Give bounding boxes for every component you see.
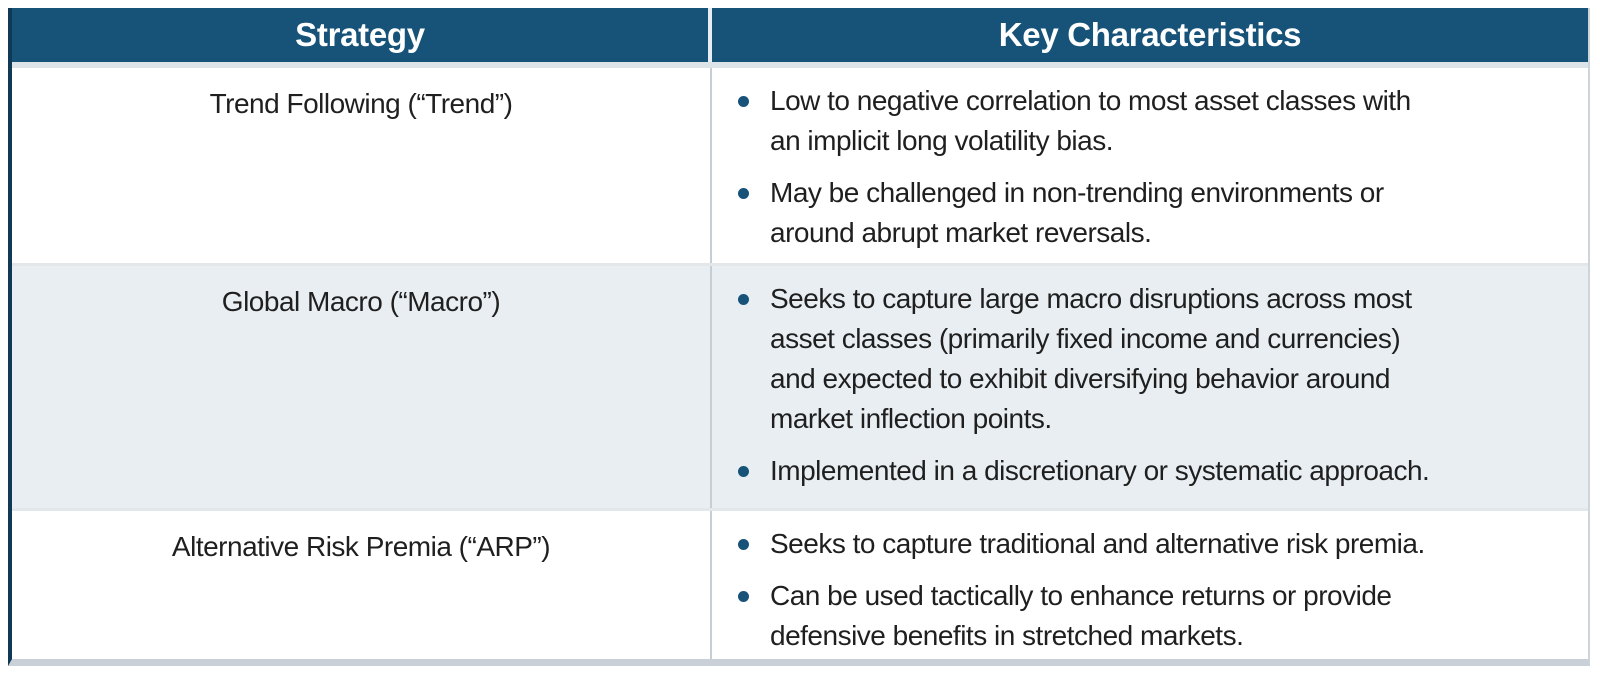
list-item: Seeks to capture large macro disruptions… bbox=[738, 279, 1570, 439]
bullet-icon bbox=[738, 591, 749, 602]
characteristics-cell: Low to negative correlation to most asse… bbox=[712, 68, 1588, 263]
table-row-trend-following: Trend Following (“Trend”) Low to negativ… bbox=[12, 68, 1588, 263]
bullet-icon bbox=[738, 539, 749, 550]
characteristics-cell: Seeks to capture large macro disruptions… bbox=[712, 266, 1588, 508]
table-header-row: Strategy Key Characteristics bbox=[12, 8, 1588, 62]
bullet-text: Low to negative correlation to most asse… bbox=[770, 85, 1411, 156]
list-item: Can be used tactically to enhance return… bbox=[738, 576, 1570, 656]
table-row-global-macro: Global Macro (“Macro”) Seeks to capture … bbox=[12, 263, 1588, 508]
strategy-cell: Alternative Risk Premia (“ARP”) bbox=[12, 511, 712, 659]
header-underline bbox=[12, 62, 1588, 68]
bullet-icon bbox=[738, 188, 749, 199]
bullet-icon bbox=[738, 294, 749, 305]
bullet-text: May be challenged in non-trending enviro… bbox=[770, 177, 1384, 248]
header-cell-strategy: Strategy bbox=[12, 8, 712, 62]
bullet-text: Implemented in a discretionary or system… bbox=[770, 455, 1430, 486]
strategy-cell: Global Macro (“Macro”) bbox=[12, 266, 712, 508]
list-item: Low to negative correlation to most asse… bbox=[738, 81, 1570, 161]
bullet-text: Seeks to capture traditional and alterna… bbox=[770, 528, 1425, 559]
bullet-text: Seeks to capture large macro disruptions… bbox=[770, 283, 1412, 434]
table-row-alternative-risk-premia: Alternative Risk Premia (“ARP”) Seeks to… bbox=[12, 508, 1588, 659]
strategy-characteristics-table: Strategy Key Characteristics Trend Follo… bbox=[8, 8, 1590, 666]
strategy-cell: Trend Following (“Trend”) bbox=[12, 68, 712, 263]
list-item: Implemented in a discretionary or system… bbox=[738, 451, 1570, 491]
bullet-icon bbox=[738, 96, 749, 107]
list-item: May be challenged in non-trending enviro… bbox=[738, 173, 1570, 253]
characteristics-cell: Seeks to capture traditional and alterna… bbox=[712, 511, 1588, 659]
list-item: Seeks to capture traditional and alterna… bbox=[738, 524, 1570, 564]
bullet-text: Can be used tactically to enhance return… bbox=[770, 580, 1392, 651]
header-cell-key-characteristics: Key Characteristics bbox=[998, 16, 1302, 53]
bullet-icon bbox=[738, 466, 749, 477]
